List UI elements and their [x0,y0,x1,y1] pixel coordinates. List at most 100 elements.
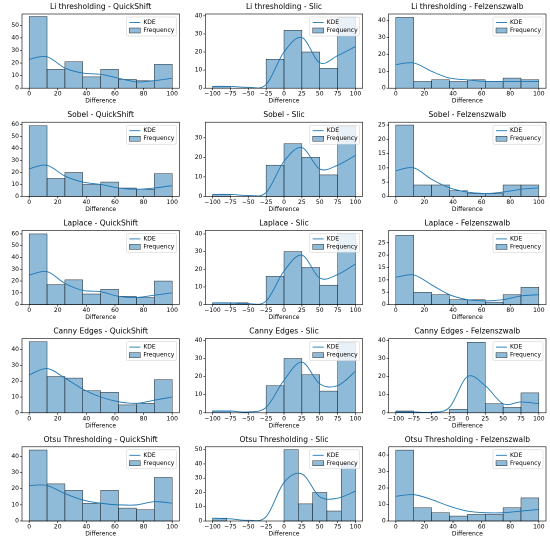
x-tick-label: 20 [421,199,429,206]
y-tick-label: 20 [11,278,19,285]
kde-line [395,375,539,413]
y-tick-label: 40 [11,453,19,460]
legend-label: Frequency [327,135,358,142]
y-tick-label: 5 [382,179,386,186]
y-tick-label: 20 [195,266,203,273]
y-tick-label: 0 [15,193,19,200]
y-tick-label: 10 [195,67,203,74]
x-tick-label: −50 [242,199,255,206]
y-tick-label: 10 [378,68,386,75]
histogram-bar [467,342,486,414]
legend-label: Frequency [327,352,358,359]
x-tick-label: 80 [140,91,148,98]
histogram-bar [301,267,320,305]
plot-frame [21,446,180,522]
histogram-bar [100,392,119,413]
y-tick-label: 20 [195,154,203,161]
plot-frame [21,121,180,197]
x-tick-label: −25 [443,415,456,422]
x-axis-label: Difference [85,98,116,105]
x-tick-label: 80 [506,199,514,206]
x-axis-label: Difference [452,314,483,321]
histogram-bar [28,125,48,197]
x-axis-label: Difference [269,531,300,538]
kde-line [395,167,539,194]
y-tick-label: 0 [15,301,19,308]
y-tick-label: 0 [199,518,203,525]
y-tick-label: 0 [15,85,19,92]
kde-line [28,368,173,404]
x-tick-label: 20 [421,524,429,531]
y-tick-label: 20 [378,136,386,143]
legend-label: KDE [143,344,156,351]
chart-title: Otsu Thresholding - Slic [240,435,329,444]
legend-bar-swatch [312,135,324,142]
histogram-bar [28,233,48,305]
kde-line [212,36,356,89]
legend-label: KDE [327,452,340,459]
x-tick-label: 25 [298,199,306,206]
chart-title: Laplace - Slic [259,218,308,227]
x-tick-label: 80 [140,415,148,422]
x-tick-label: 100 [533,199,545,206]
chart-title: Otsu Thresholding - Felzenszwalb [405,435,530,444]
x-axis-label: Difference [269,422,300,429]
histogram-bar [154,173,173,197]
y-tick-label: 0 [15,409,19,416]
histogram-bar [82,503,101,522]
y-tick-label: 25 [378,122,386,129]
legend-bar-swatch [129,460,141,466]
histogram-bar [485,403,504,414]
histogram-bar [46,376,66,413]
legend-label: Frequency [327,27,358,34]
legend-bar-swatch [495,135,508,142]
x-tick-label: 100 [166,307,178,314]
y-tick-label: 40 [195,337,203,344]
legend-label: KDE [510,19,523,26]
x-tick-label: 100 [350,524,362,531]
x-axis-label: Difference [85,531,116,538]
chart-title: Sobel - QuickShift [67,110,134,119]
histogram-bar [485,301,504,305]
x-tick-label: 0 [27,199,31,206]
legend-bar-swatch [129,352,141,358]
x-axis-label: Difference [85,422,116,429]
legend-label: KDE [327,19,340,26]
plot-frame [21,13,180,89]
kde-line [29,484,173,506]
y-tick-label: 50 [195,446,203,453]
y-tick-label: 20 [11,169,19,176]
x-tick-label: −25 [260,91,273,98]
histogram-bar [449,299,468,305]
y-tick-label: 30 [11,362,19,369]
x-tick-label: −25 [260,415,273,422]
histogram-bar [154,379,173,414]
chart-title: Laplace - Felzenszwalb [424,218,510,227]
x-axis-label: Difference [269,206,300,213]
x-tick-label: 40 [449,307,457,314]
y-tick-label: 0 [382,85,386,92]
histogram-bar [485,81,504,89]
x-tick-label: 40 [449,199,457,206]
x-tick-label: 100 [350,199,362,206]
chart-title: Li thresholding - Felzenszwalb [411,2,524,11]
y-tick-label: 30 [195,248,203,255]
histogram-bar [100,289,119,305]
y-tick-label: 40 [378,17,386,24]
x-tick-label: 0 [394,307,398,314]
x-axis-label: Difference [452,98,483,105]
histogram-bar [395,449,414,522]
histogram-bar [326,510,342,522]
x-tick-label: 60 [478,307,486,314]
x-tick-label: 20 [54,199,62,206]
histogram-bar [154,477,173,522]
chart: Canny Edges - Slic −100 −75 −50 −25 0 25 50 75 10… [195,327,363,429]
x-tick-label: 40 [83,91,91,98]
x-tick-label: −75 [224,307,237,314]
histogram-bar [136,297,155,305]
chart-title: Canny Edges - Slic [249,327,318,336]
y-tick-label: 40 [11,346,19,353]
y-tick-label: 30 [195,355,203,362]
y-tick-label: 0 [199,409,203,416]
y-tick-label: 15 [378,264,386,271]
